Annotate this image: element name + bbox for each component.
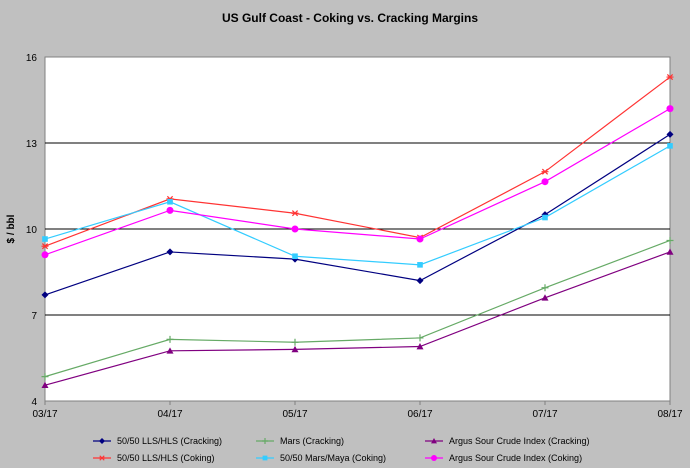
x-tick-label: 05/17	[282, 409, 307, 420]
legend-label: 50/50 Mars/Maya (Coking)	[280, 453, 386, 463]
legend-item: Argus Sour Crude Index (Coking)	[425, 453, 582, 463]
legend-item: 50/50 Mars/Maya (Coking)	[256, 453, 386, 463]
series-5	[41, 105, 674, 259]
series-line	[44, 239, 671, 378]
series-2	[41, 248, 674, 389]
legend-item: 50/50 LLS/HLS (Coking)	[93, 453, 215, 463]
marker-stroke	[666, 236, 674, 244]
series-line	[44, 108, 671, 256]
legend-item: Mars (Cracking)	[256, 436, 344, 446]
data-point	[541, 294, 549, 301]
data-point	[666, 130, 674, 138]
legend-marker	[262, 455, 268, 461]
data-point	[167, 198, 173, 205]
legend-label: Mars (Cracking)	[280, 436, 344, 446]
data-point	[41, 381, 49, 389]
marker-stroke	[291, 210, 299, 217]
legend-marker	[99, 455, 105, 461]
data-point	[541, 178, 549, 186]
legend-label: 50/50 LLS/HLS (Cracking)	[117, 436, 222, 446]
legend-label: Argus Sour Crude Index (Coking)	[449, 453, 582, 463]
series-4	[42, 143, 673, 268]
data-point	[41, 291, 49, 299]
data-point	[292, 253, 298, 260]
data-point	[416, 235, 424, 243]
data-point	[541, 168, 549, 175]
marker-stroke	[666, 74, 674, 81]
data-point	[542, 214, 548, 221]
legend-marker	[431, 438, 437, 444]
data-point	[416, 277, 424, 285]
x-tick-label: 07/17	[532, 409, 557, 420]
legend-marker	[99, 438, 105, 444]
x-tick-label: 06/17	[407, 409, 432, 420]
data-point	[166, 335, 174, 343]
series-lines	[41, 74, 674, 389]
marker-stroke	[99, 455, 105, 461]
y-tick-label: 16	[26, 53, 38, 64]
legend: 50/50 LLS/HLS (Cracking) Mars (Cracking) A…	[93, 436, 590, 463]
y-axis-title: $ / bbl	[6, 214, 17, 243]
data-point	[416, 343, 424, 350]
data-point	[166, 347, 174, 354]
marker-stroke	[262, 438, 268, 444]
marker-stroke	[41, 243, 49, 250]
legend-label: Argus Sour Crude Index (Cracking)	[449, 436, 590, 446]
x-tick-label: 03/17	[32, 409, 57, 420]
data-point	[291, 210, 299, 217]
x-tick-label: 08/17	[657, 409, 682, 420]
legend-item: Argus Sour Crude Index (Cracking)	[425, 436, 590, 446]
data-point	[666, 105, 674, 113]
data-point	[42, 236, 48, 242]
series-3	[41, 74, 674, 250]
data-point	[291, 338, 299, 346]
gridlines	[45, 142, 670, 316]
series-1	[41, 236, 674, 381]
data-point	[667, 143, 673, 149]
series-line	[44, 251, 671, 386]
series-0	[41, 130, 674, 299]
data-point	[291, 345, 299, 353]
y-tick-label: 10	[26, 225, 38, 236]
data-point	[417, 262, 423, 268]
marker-stroke	[416, 334, 424, 342]
x-tick-labels: 03/17 04/17 05/17 06/17 07/17 08/17	[32, 401, 683, 420]
data-point	[541, 284, 549, 292]
series-line	[44, 133, 671, 296]
legend-marker	[431, 455, 437, 461]
marker-stroke	[291, 338, 299, 346]
data-point	[666, 236, 674, 244]
x-tick-label: 04/17	[157, 409, 182, 420]
marker-stroke	[541, 168, 549, 175]
data-point	[666, 248, 674, 255]
data-point	[166, 248, 174, 256]
marker-stroke	[166, 335, 174, 343]
data-point	[166, 206, 174, 214]
marker-stroke	[541, 284, 549, 292]
y-tick-label: 7	[31, 311, 37, 322]
marker-stroke	[41, 373, 49, 381]
legend-item: 50/50 LLS/HLS (Cracking)	[93, 436, 222, 446]
y-tick-label: 13	[26, 139, 38, 150]
data-point	[41, 251, 49, 259]
data-point	[416, 334, 424, 342]
data-point	[41, 373, 49, 381]
y-tick-labels: 4 7 10 13 16	[26, 53, 38, 408]
data-point	[291, 225, 299, 233]
chart-title: US Gulf Coast - Coking vs. Cracking Marg…	[222, 11, 478, 25]
series-line	[44, 145, 671, 266]
data-point	[41, 243, 49, 250]
series-line	[44, 76, 671, 247]
legend-marker	[262, 438, 268, 444]
y-tick-label: 4	[31, 397, 37, 408]
legend-label: 50/50 LLS/HLS (Coking)	[117, 453, 215, 463]
data-point	[666, 74, 674, 81]
